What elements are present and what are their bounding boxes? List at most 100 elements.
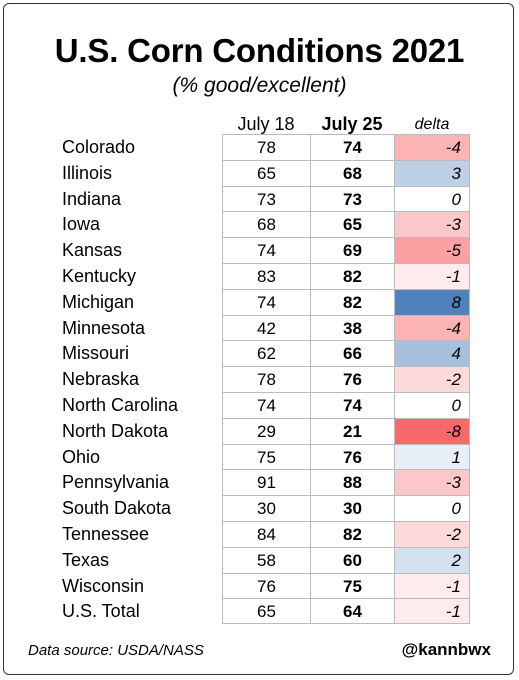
delta-value: -1 — [394, 263, 470, 289]
july18-value: 76 — [222, 572, 310, 599]
july18-value: 83 — [222, 263, 310, 289]
state-label: Minnesota — [62, 317, 146, 338]
column-header-delta: delta — [414, 116, 450, 133]
july25-value: 68 — [310, 159, 394, 186]
state-label: Pennsylvania — [62, 472, 170, 493]
table-row: Indiana 73 73 0 — [0, 185, 519, 212]
state-label: Indiana — [62, 188, 122, 209]
state-label: Iowa — [62, 214, 101, 235]
july25-value: 74 — [310, 392, 394, 418]
delta-value: -4 — [394, 134, 470, 160]
july25-value: 60 — [310, 546, 394, 573]
chart-subtitle: (% good/excellent) — [172, 74, 347, 97]
table-row: Colorado 78 74 -4 — [0, 134, 519, 160]
state-label: Kentucky — [62, 266, 137, 286]
july25-value: 75 — [310, 572, 394, 599]
delta-value: -3 — [394, 469, 470, 496]
july25-value: 82 — [310, 288, 394, 315]
july25-value: 76 — [310, 366, 394, 393]
july18-value: 84 — [222, 521, 310, 547]
table-row: Iowa 68 65 -3 — [0, 211, 519, 238]
delta-value: -3 — [394, 211, 470, 238]
delta-value: -8 — [394, 417, 470, 444]
july18-value: 65 — [222, 159, 310, 186]
data-source-note: Data source: USDA/NASS — [28, 642, 204, 659]
column-header-july25: July 25 — [321, 114, 383, 134]
state-label: Texas — [62, 549, 110, 570]
state-label: Missouri — [62, 343, 130, 364]
table-row: South Dakota 30 30 0 — [0, 495, 519, 522]
table-row: Kentucky 83 82 -1 — [0, 263, 519, 289]
july18-value: 42 — [222, 314, 310, 341]
delta-value: -2 — [394, 366, 470, 393]
delta-value: -1 — [394, 598, 470, 625]
delta-value: 2 — [394, 546, 470, 573]
table-row: Ohio 75 76 1 — [0, 443, 519, 470]
delta-value: 8 — [394, 288, 470, 315]
july25-value: 66 — [310, 340, 394, 367]
delta-value: -5 — [394, 237, 470, 264]
state-label: North Carolina — [62, 395, 179, 415]
july25-value: 88 — [310, 469, 394, 496]
delta-value: 1 — [394, 443, 470, 470]
july25-value: 74 — [310, 134, 394, 160]
table-row: U.S. Total 65 64 -1 — [0, 598, 519, 625]
july18-value: 30 — [222, 495, 310, 522]
state-label: Colorado — [62, 137, 136, 157]
july25-value: 38 — [310, 314, 394, 341]
july25-value: 30 — [310, 495, 394, 522]
july18-value: 78 — [222, 134, 310, 160]
delta-value: -2 — [394, 521, 470, 547]
chart-title: U.S. Corn Conditions 2021 — [54, 32, 465, 69]
delta-value: -1 — [394, 572, 470, 599]
july18-value: 78 — [222, 366, 310, 393]
state-label: Kansas — [62, 240, 123, 261]
july18-value: 74 — [222, 288, 310, 315]
state-label: Illinois — [62, 162, 113, 183]
table-row: Pennsylvania 91 88 -3 — [0, 469, 519, 496]
july25-value: 82 — [310, 263, 394, 289]
july25-value: 21 — [310, 417, 394, 444]
july18-value: 65 — [222, 598, 310, 625]
state-label: South Dakota — [62, 498, 172, 519]
delta-value: 0 — [394, 392, 470, 418]
state-label: North Dakota — [62, 420, 169, 441]
delta-value: -4 — [394, 314, 470, 341]
author-handle: @kannbwx — [401, 640, 491, 659]
july18-value: 29 — [222, 417, 310, 444]
table-row: Nebraska 78 76 -2 — [0, 366, 519, 393]
table-row: Missouri 62 66 4 — [0, 340, 519, 367]
july18-value: 75 — [222, 443, 310, 470]
july25-value: 64 — [310, 598, 394, 625]
column-header-july18: July 18 — [237, 114, 295, 134]
july18-value: 62 — [222, 340, 310, 367]
table-row: Kansas 74 69 -5 — [0, 237, 519, 264]
table-row: Michigan 74 82 8 — [0, 288, 519, 315]
chart-frame — [3, 3, 514, 675]
state-label: Nebraska — [62, 369, 140, 390]
table-row: Minnesota 42 38 -4 — [0, 314, 519, 341]
july25-value: 69 — [310, 237, 394, 264]
july18-value: 74 — [222, 237, 310, 264]
july18-value: 68 — [222, 211, 310, 238]
state-label: Michigan — [62, 291, 135, 312]
delta-value: 0 — [394, 495, 470, 522]
state-label: U.S. Total — [62, 601, 140, 622]
table-row: North Dakota 29 21 -8 — [0, 417, 519, 444]
delta-value: 3 — [394, 159, 470, 186]
july18-value: 91 — [222, 469, 310, 496]
table-row: Illinois 65 68 3 — [0, 159, 519, 186]
state-label: Tennessee — [62, 524, 150, 544]
table-row: Texas 58 60 2 — [0, 546, 519, 573]
state-label: Ohio — [62, 446, 101, 467]
state-label: Wisconsin — [62, 575, 145, 596]
table-row: North Carolina 74 74 0 — [0, 392, 519, 418]
july25-value: 65 — [310, 211, 394, 238]
table-row: Wisconsin 76 75 -1 — [0, 572, 519, 599]
delta-value: 4 — [394, 340, 470, 367]
table-row: Tennessee 84 82 -2 — [0, 521, 519, 547]
july25-value: 73 — [310, 185, 394, 212]
july25-value: 76 — [310, 443, 394, 470]
july18-value: 74 — [222, 392, 310, 418]
july25-value: 82 — [310, 521, 394, 547]
